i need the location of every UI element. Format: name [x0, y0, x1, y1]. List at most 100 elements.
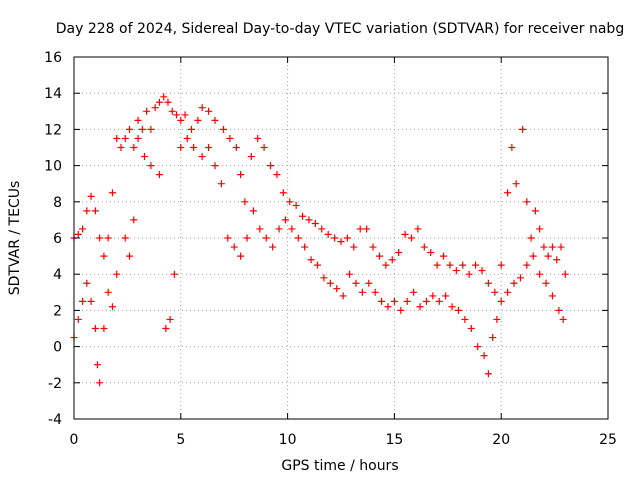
data-point: [493, 315, 501, 323]
data-point: [352, 279, 360, 287]
data-point: [384, 303, 392, 311]
data-point: [138, 125, 146, 133]
data-point: [232, 144, 240, 151]
y-tick-label: 16: [44, 50, 62, 66]
data-point: [254, 134, 262, 142]
data-point: [390, 297, 398, 305]
data-point: [74, 315, 82, 323]
y-tick-label: 0: [53, 340, 62, 356]
data-point: [226, 134, 234, 142]
data-point: [548, 292, 556, 300]
data-point: [279, 189, 287, 197]
data-point: [446, 261, 454, 269]
data-point: [147, 162, 155, 170]
data-point: [275, 225, 283, 233]
data-point: [211, 116, 219, 124]
data-point: [318, 225, 326, 233]
data-point: [559, 315, 567, 323]
data-point: [314, 261, 322, 269]
data-point: [504, 288, 512, 296]
data-point: [194, 116, 202, 124]
grid-lines: [74, 57, 608, 419]
data-point: [454, 306, 462, 314]
data-point: [155, 171, 163, 179]
data-point: [87, 192, 95, 200]
data-point: [407, 234, 415, 242]
data-point: [79, 225, 87, 233]
x-tick-label: 25: [599, 432, 617, 448]
data-point: [220, 125, 228, 133]
data-point: [126, 125, 134, 133]
data-point: [74, 230, 82, 238]
data-point: [91, 325, 99, 332]
series-lower-branch: [70, 134, 567, 387]
data-point: [247, 153, 255, 161]
data-point: [467, 325, 475, 332]
data-point: [484, 370, 492, 378]
data-point: [130, 216, 138, 224]
data-point: [442, 292, 450, 300]
data-point: [553, 256, 561, 264]
data-point: [190, 144, 198, 151]
data-point: [140, 153, 148, 161]
data-point: [177, 144, 185, 151]
data-point: [497, 261, 505, 269]
data-point: [375, 252, 383, 260]
data-point: [307, 256, 315, 264]
data-point: [557, 243, 565, 251]
data-point: [134, 134, 142, 142]
data-point: [241, 198, 249, 206]
x-tick-label: 15: [385, 432, 403, 448]
data-point: [256, 225, 264, 233]
data-point: [358, 288, 366, 296]
data-point: [100, 325, 108, 332]
data-point: [267, 162, 275, 170]
y-axis-ticks: -4 -2 0 2 4 6 8 10 12 14 16: [44, 50, 608, 428]
data-point: [151, 104, 159, 112]
data-point: [299, 212, 307, 220]
data-point: [422, 297, 430, 305]
data-point: [480, 352, 488, 360]
data-point: [104, 234, 112, 242]
data-point: [91, 207, 99, 215]
data-point: [548, 243, 556, 251]
data-point: [346, 270, 354, 278]
data-point: [489, 334, 497, 342]
data-point: [205, 107, 213, 115]
data-point: [320, 274, 328, 282]
data-point: [350, 243, 358, 251]
data-point: [388, 256, 396, 264]
data-point: [448, 303, 456, 311]
data-point: [363, 225, 371, 233]
data-point: [429, 292, 437, 300]
data-point: [93, 361, 101, 369]
data-point: [339, 292, 347, 300]
data-point: [273, 171, 281, 179]
data-point: [531, 207, 539, 215]
data-point: [292, 201, 300, 209]
data-point: [403, 297, 411, 305]
data-point: [301, 243, 309, 251]
y-axis-label: SDTVAR / TECUs: [7, 181, 23, 296]
data-point: [211, 162, 219, 170]
data-point: [113, 134, 121, 142]
data-point: [472, 261, 480, 269]
y-tick-label: 4: [53, 267, 62, 283]
data-point: [96, 234, 104, 242]
data-point: [440, 252, 448, 260]
data-point: [540, 243, 548, 251]
data-point: [382, 261, 390, 269]
data-point: [230, 243, 238, 251]
data-point: [427, 248, 435, 256]
data-point: [365, 279, 373, 287]
data-point: [108, 189, 116, 197]
data-point: [452, 267, 460, 275]
data-point: [104, 288, 112, 296]
data-point: [224, 234, 232, 242]
data-point: [262, 234, 270, 242]
data-point: [497, 297, 505, 305]
data-point: [401, 230, 409, 238]
data-point: [378, 297, 386, 305]
data-point: [130, 144, 138, 151]
data-point: [416, 303, 424, 311]
